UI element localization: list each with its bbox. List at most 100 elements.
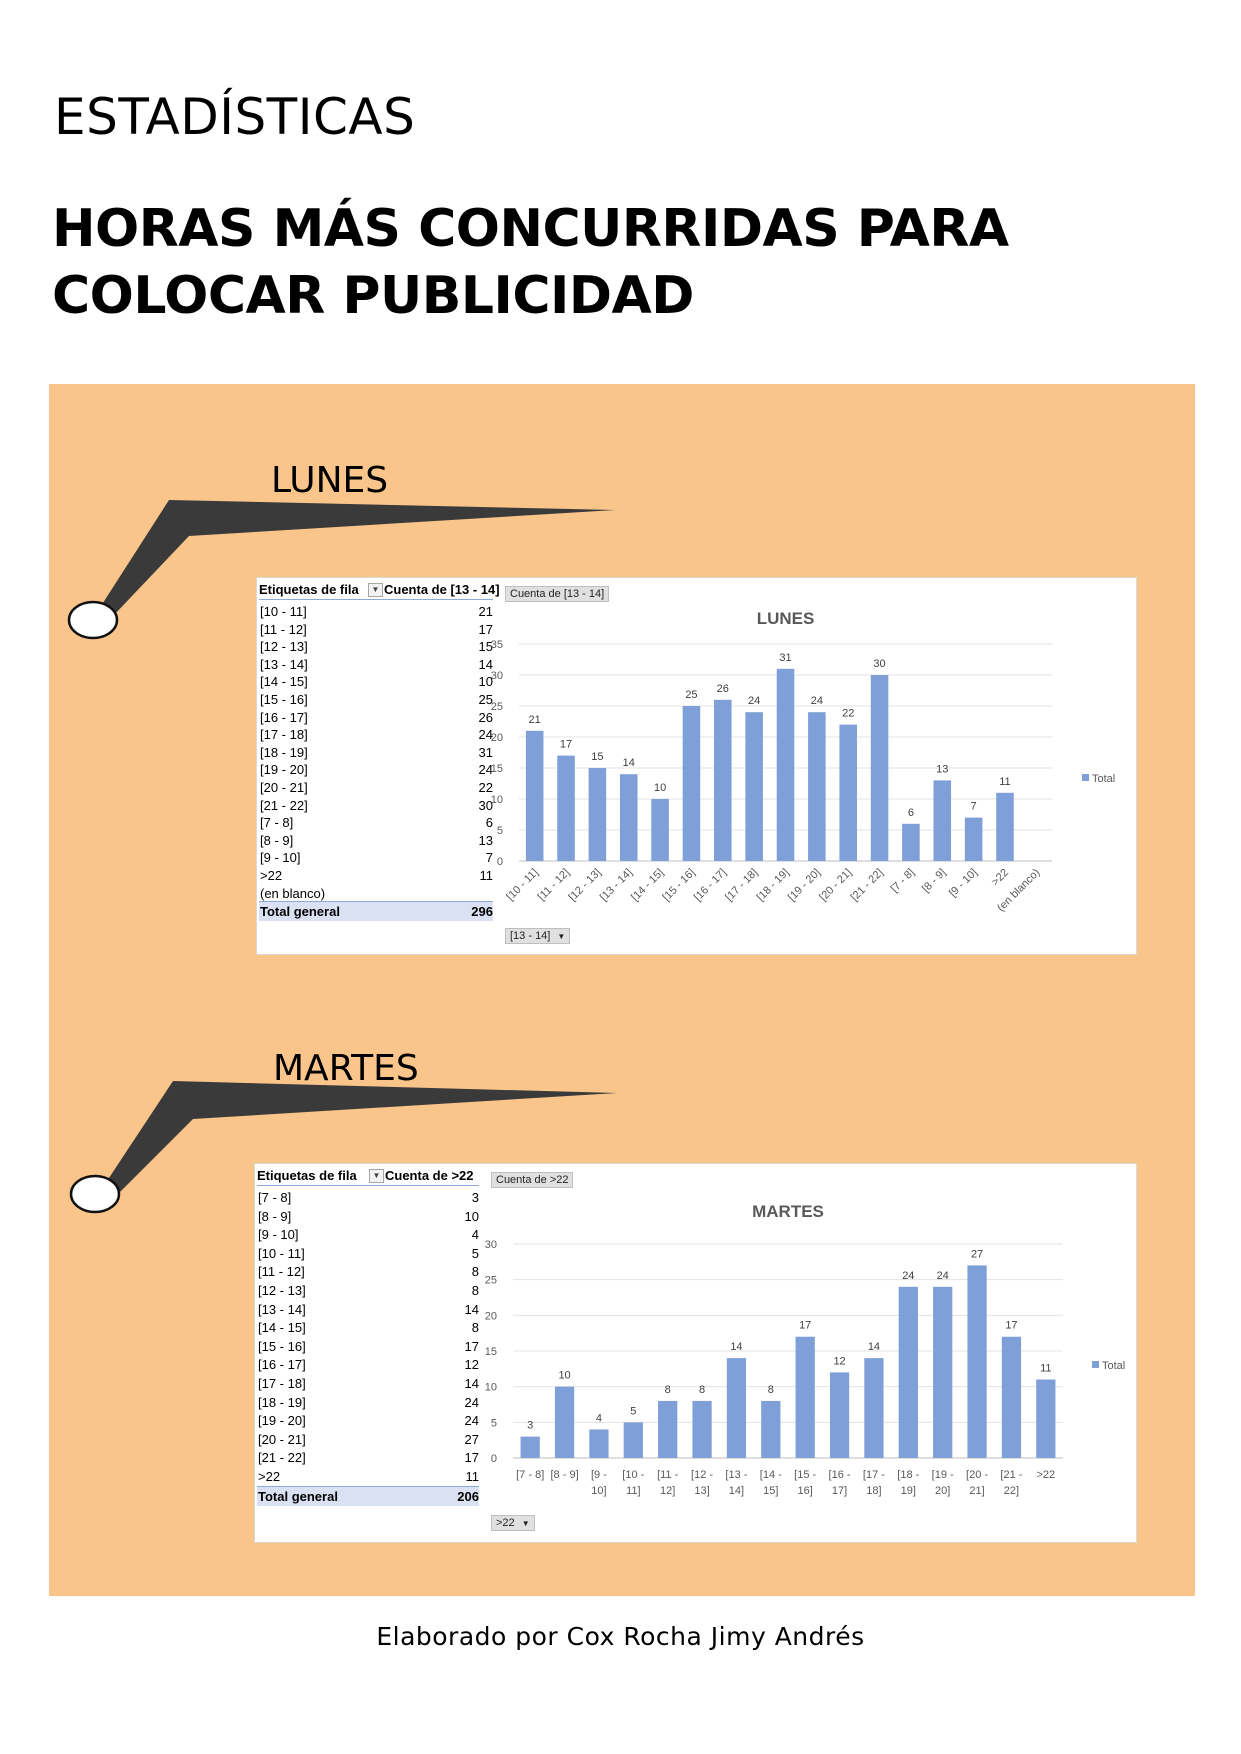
- row-label: [8 - 9]: [260, 832, 294, 848]
- row-label: [8 - 9]: [258, 1208, 292, 1224]
- y-tick-label: 25: [491, 701, 503, 713]
- row-value: 24: [478, 727, 493, 743]
- row-label: [7 - 8]: [260, 815, 294, 831]
- row-label: [12 - 13]: [260, 639, 308, 655]
- pivot-row: [11 - 12] 8: [257, 1262, 479, 1281]
- pivot-row: [17 - 18] 14: [257, 1374, 479, 1393]
- row-value: 7: [485, 850, 493, 866]
- row-label: [16 - 17]: [260, 709, 308, 725]
- bar: [557, 755, 575, 861]
- row-value: 14: [464, 1301, 479, 1317]
- x-tick-label: [19 - 20]: [786, 867, 823, 904]
- data-label: 14: [868, 1341, 880, 1353]
- pivot-row: [10 - 11] 5: [257, 1244, 479, 1263]
- row-label: [19 - 20]: [258, 1413, 306, 1429]
- data-label: 31: [779, 652, 791, 664]
- row-value: 21: [478, 604, 493, 619]
- pivot-row: [10 - 11] 21: [259, 602, 493, 621]
- bar: [658, 1400, 678, 1458]
- x-tick-label: [17 -18]: [863, 1469, 885, 1497]
- axis-filter-button[interactable]: >22 ▼: [491, 1515, 535, 1531]
- bar: [964, 817, 983, 861]
- bar: [933, 780, 952, 861]
- x-tick-label: [8 - 9]: [551, 1469, 579, 1481]
- y-tick-label: 30: [485, 1239, 497, 1251]
- value-field-button[interactable]: Cuenta de [13 - 14]: [505, 586, 610, 602]
- row-label: [13 - 14]: [258, 1301, 306, 1317]
- pivot-total-row: Total general 296: [259, 901, 493, 922]
- row-label: [11 - 12]: [258, 1264, 305, 1280]
- bar: [1036, 1379, 1056, 1458]
- total-value: 296: [471, 904, 493, 920]
- dropdown-arrow-icon: ▼: [557, 932, 566, 941]
- pivot-row: [18 - 19] 24: [257, 1393, 479, 1412]
- bar: [588, 768, 607, 861]
- row-value: 24: [464, 1394, 479, 1410]
- axis-filter-button[interactable]: [13 - 14] ▼: [505, 928, 571, 944]
- filter-label: [13 - 14]: [510, 930, 551, 942]
- data-label: 24: [937, 1270, 949, 1282]
- pivot-row: [13 - 14] 14: [257, 1300, 479, 1319]
- x-tick-label: [21 - 22]: [849, 867, 886, 904]
- x-tick-label: [18 - 19]: [755, 867, 792, 904]
- row-value: 14: [478, 656, 493, 672]
- row-label: [20 - 21]: [258, 1431, 306, 1447]
- pivot-row: [19 - 20] 24: [257, 1411, 479, 1430]
- x-tick-label: [16 -17]: [829, 1469, 851, 1497]
- pivot-row: [9 - 10] 4: [257, 1225, 479, 1244]
- legend-label: Total: [1102, 1360, 1125, 1372]
- row-label: [21 - 22]: [258, 1450, 306, 1466]
- legend-label: Total: [1092, 773, 1115, 785]
- data-label: 25: [685, 689, 697, 701]
- row-value: 8: [471, 1264, 479, 1280]
- data-label: 6: [908, 807, 914, 819]
- bar: [714, 699, 732, 861]
- x-tick-label: [15 - 16]: [661, 867, 698, 904]
- row-label: [7 - 8]: [258, 1190, 292, 1205]
- row-label: [13 - 14]: [260, 656, 308, 672]
- pivot-total-row: Total general 206: [257, 1485, 479, 1506]
- data-label: 24: [748, 695, 760, 707]
- data-label: 15: [591, 751, 603, 763]
- pivot-screenshot-lunes: Etiquetas de fila ▼ Cuenta de [13 - 14] [10…: [256, 577, 1137, 955]
- row-label: [17 - 18]: [260, 727, 308, 743]
- legend-swatch: [1082, 774, 1089, 781]
- data-label: 10: [654, 782, 666, 794]
- row-label: [15 - 16]: [258, 1338, 306, 1354]
- row-label: [14 - 15]: [260, 674, 308, 690]
- y-tick-label: 25: [485, 1275, 497, 1287]
- pivot-header: Etiquetas de fila ▼ Cuenta de [13 - 14]: [259, 581, 500, 600]
- bar: [933, 1286, 953, 1458]
- row-value: 22: [478, 780, 493, 795]
- data-label: 10: [558, 1370, 570, 1382]
- row-value: 25: [478, 692, 493, 707]
- row-value: 17: [464, 1450, 479, 1466]
- row-value: 31: [478, 744, 493, 760]
- x-tick-label: [13 -14]: [725, 1469, 747, 1497]
- pivot-row: [17 - 18] 24: [259, 725, 493, 744]
- row-value: 11: [465, 1469, 480, 1484]
- x-tick-label: >22: [1036, 1469, 1055, 1481]
- data-label: 8: [768, 1384, 774, 1396]
- y-tick-label: 30: [491, 670, 503, 682]
- chart-title: LUNES: [757, 609, 815, 628]
- pivot-row: [11 - 12] 17: [259, 620, 493, 639]
- x-tick-label: [9 -10]: [591, 1469, 607, 1497]
- pivot-row: (en blanco): [259, 884, 493, 903]
- pivot-row: [20 - 21] 27: [257, 1430, 479, 1449]
- x-tick-label: [14 -15]: [760, 1469, 782, 1497]
- chart-title: MARTES: [752, 1202, 824, 1221]
- dropdown-arrow-icon[interactable]: ▼: [369, 1169, 384, 1183]
- pivot-row: [20 - 21] 22: [259, 778, 493, 797]
- row-label: [19 - 20]: [260, 762, 308, 778]
- row-label: [21 - 22]: [260, 797, 308, 813]
- bar: [902, 823, 920, 861]
- y-tick-label: 20: [491, 732, 503, 744]
- dropdown-arrow-icon[interactable]: ▼: [368, 583, 383, 597]
- data-label: 8: [665, 1384, 671, 1396]
- pivot-row: [18 - 19] 31: [259, 743, 493, 762]
- value-field-button[interactable]: Cuenta de >22: [491, 1172, 574, 1188]
- x-tick-label: [11 -12]: [657, 1469, 679, 1497]
- pivot-col-label: Etiquetas de fila: [259, 582, 359, 597]
- row-label: [18 - 19]: [260, 744, 308, 760]
